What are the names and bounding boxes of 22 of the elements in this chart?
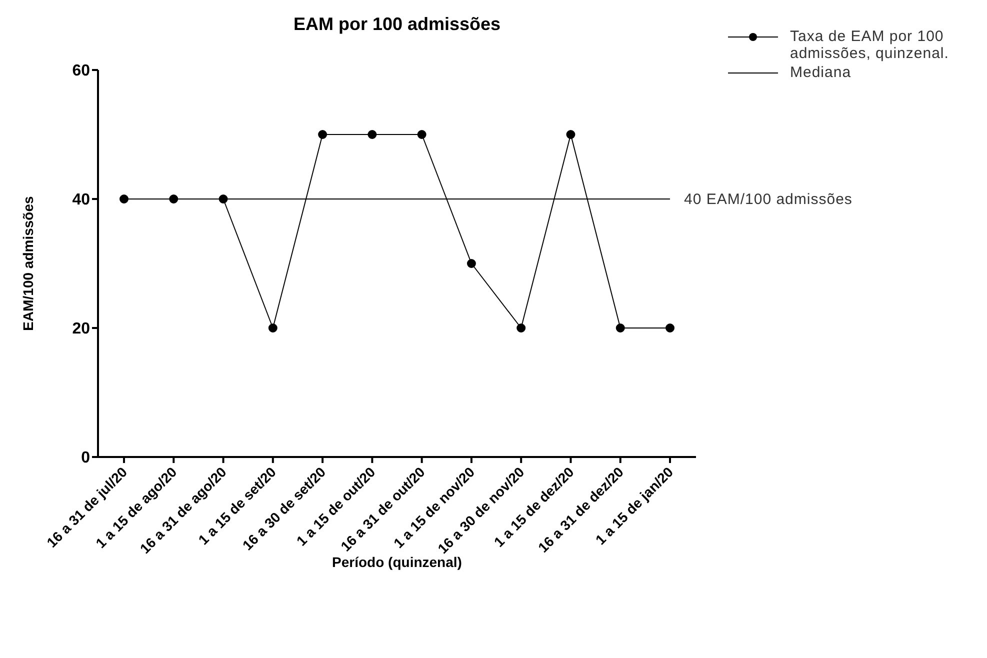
point	[368, 130, 377, 139]
point	[417, 130, 426, 139]
y-tick-label: 40	[72, 192, 90, 209]
legend-label: Taxa de EAM por 100 admissões, quinzenal.	[790, 28, 950, 62]
point	[566, 130, 576, 139]
y-tick-label: 20	[72, 320, 90, 338]
point	[120, 194, 128, 204]
point	[466, 259, 476, 268]
point	[516, 324, 526, 332]
annotation: 40 EAM/100 admissões	[684, 191, 852, 208]
y-tick-label: 60	[72, 62, 90, 80]
point	[318, 130, 328, 139]
chart-title: EAM por 100 admissões	[292, 14, 502, 35]
point	[616, 324, 625, 332]
point	[169, 194, 178, 204]
point	[218, 194, 228, 204]
point	[268, 324, 278, 332]
y-axis-title: EAM/100 admissões	[20, 196, 36, 331]
y-tick-label: 0	[81, 450, 90, 467]
point	[666, 324, 674, 332]
x-axis-title: Período (quinzenal)	[332, 554, 462, 570]
legend-label: Mediana	[790, 64, 852, 81]
